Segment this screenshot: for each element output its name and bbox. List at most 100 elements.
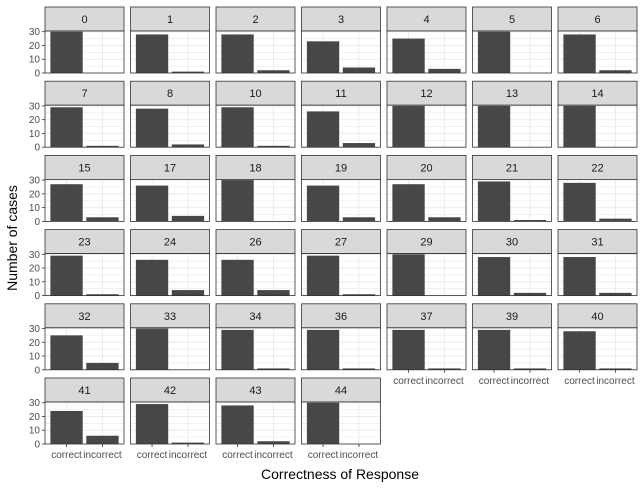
- facet-strip-label: 24: [164, 237, 176, 249]
- y-axis-title: Number of cases: [4, 185, 20, 291]
- bar-15-correct: [50, 184, 83, 222]
- facet-strip: [44, 377, 125, 403]
- facet-strip-label: 44: [335, 385, 347, 397]
- facet-panel-border: [301, 327, 381, 371]
- bar-13-correct: [477, 105, 511, 148]
- bar-39-incorrect: [513, 368, 547, 370]
- x-tick-label: incorrect: [596, 376, 635, 387]
- facet-panel-34: 34: [215, 303, 296, 371]
- x-tick-label: correct: [222, 450, 253, 461]
- facet-strip: [215, 6, 296, 32]
- y-tick-label: 10: [29, 129, 41, 140]
- y-tick-label: 30: [29, 101, 41, 112]
- y-tick-label: 20: [29, 338, 41, 349]
- facet-panel-23: 23 0 10 20 30: [29, 229, 125, 302]
- facet-strip: [44, 80, 125, 106]
- bar-32-incorrect: [86, 362, 119, 370]
- bar-0-correct: [50, 31, 83, 74]
- bar-27-correct: [306, 255, 340, 296]
- facet-panel-border: [215, 253, 296, 297]
- bar-33-correct: [135, 328, 169, 370]
- y-tick-label: 30: [29, 250, 41, 261]
- facet-strip-label: 23: [78, 237, 90, 249]
- x-tick-label: incorrect: [425, 376, 464, 387]
- y-tick-label: 30: [29, 27, 41, 38]
- facet-panel-border: [130, 104, 210, 148]
- y-tick-label: 0: [34, 440, 40, 451]
- bar-17-incorrect: [171, 215, 205, 222]
- facet-panel-border: [301, 30, 381, 74]
- facet-panel-7: 7 0 10 20 30: [29, 80, 125, 154]
- facet-panel-18: 18: [215, 154, 296, 222]
- bar-37-correct: [392, 329, 425, 370]
- bar-39-correct: [477, 329, 511, 370]
- y-tick-label: 30: [29, 324, 41, 335]
- bar-34-correct: [221, 329, 254, 370]
- facet-panel-31: 31: [557, 229, 638, 297]
- facet-strip: [557, 303, 638, 329]
- bar-6-incorrect: [599, 70, 632, 73]
- facet-strip: [130, 229, 210, 255]
- facet-panel-border: [130, 327, 210, 371]
- bar-17-correct: [135, 185, 169, 222]
- bar-36-incorrect: [342, 368, 376, 370]
- facet-strip: [557, 6, 638, 32]
- y-tick-label: 30: [29, 176, 41, 187]
- facet-panel-20: 20: [386, 154, 467, 222]
- facet-strip-label: 22: [591, 162, 603, 174]
- bar-4-correct: [392, 38, 425, 73]
- bar-19-correct: [306, 185, 340, 222]
- facet-panel-border: [44, 30, 125, 74]
- x-tick-label: correct: [393, 376, 424, 387]
- bar-11-incorrect: [342, 143, 376, 148]
- facet-panel-border: [472, 178, 552, 222]
- facet-strip: [301, 377, 381, 403]
- bar-22-incorrect: [599, 218, 632, 222]
- facet-strip-label: 42: [164, 385, 176, 397]
- facet-strip-label: 30: [506, 237, 518, 249]
- facet-panel-6: 6: [557, 6, 638, 74]
- facet-panel-border: [130, 253, 210, 297]
- x-tick-label: correct: [137, 450, 168, 461]
- facet-panel-39: 39 correct incorrect: [472, 303, 552, 387]
- bar-7-correct: [50, 107, 83, 148]
- facet-panel-border: [386, 30, 467, 74]
- facet-strip-label: 18: [249, 162, 261, 174]
- bar-42-correct: [135, 404, 169, 444]
- facet-strip: [215, 80, 296, 106]
- bar-43-incorrect: [257, 441, 290, 444]
- facet-panel-4: 4: [386, 6, 467, 74]
- facet-panel-1: 1: [130, 6, 210, 74]
- facet-strip: [130, 80, 210, 106]
- bar-43-correct: [221, 405, 254, 444]
- facet-strip-label: 2: [252, 14, 258, 26]
- facet-strip: [472, 303, 552, 329]
- facet-panel-29: 29: [386, 229, 467, 297]
- bar-23-incorrect: [86, 294, 119, 296]
- facet-strip: [130, 154, 210, 180]
- facet-strip-label: 29: [420, 237, 432, 249]
- facet-panel-44: 44 correct incorrect: [301, 377, 381, 461]
- facet-strip-label: 43: [249, 385, 261, 397]
- facet-panel-30: 30: [472, 229, 552, 297]
- facet-panel-border: [215, 327, 296, 371]
- facet-strip: [386, 154, 467, 180]
- facet-panel-11: 11: [301, 80, 381, 148]
- bar-10-incorrect: [257, 145, 290, 148]
- facet-strip: [44, 6, 125, 32]
- bar-11-correct: [306, 111, 340, 148]
- bar-1-incorrect: [171, 71, 205, 73]
- bar-18-correct: [221, 180, 254, 222]
- facet-strip-label: 21: [506, 162, 518, 174]
- facet-strip-label: 4: [423, 14, 429, 26]
- facet-panel-0: 0 0 10 20 30: [29, 6, 125, 80]
- bar-23-correct: [50, 255, 83, 296]
- facet-panel-border: [301, 178, 381, 222]
- bar-20-correct: [392, 184, 425, 222]
- facet-strip-label: 40: [591, 311, 603, 323]
- facet-panel-border: [386, 104, 467, 148]
- facet-strip-label: 39: [506, 311, 518, 323]
- bar-3-incorrect: [342, 67, 376, 73]
